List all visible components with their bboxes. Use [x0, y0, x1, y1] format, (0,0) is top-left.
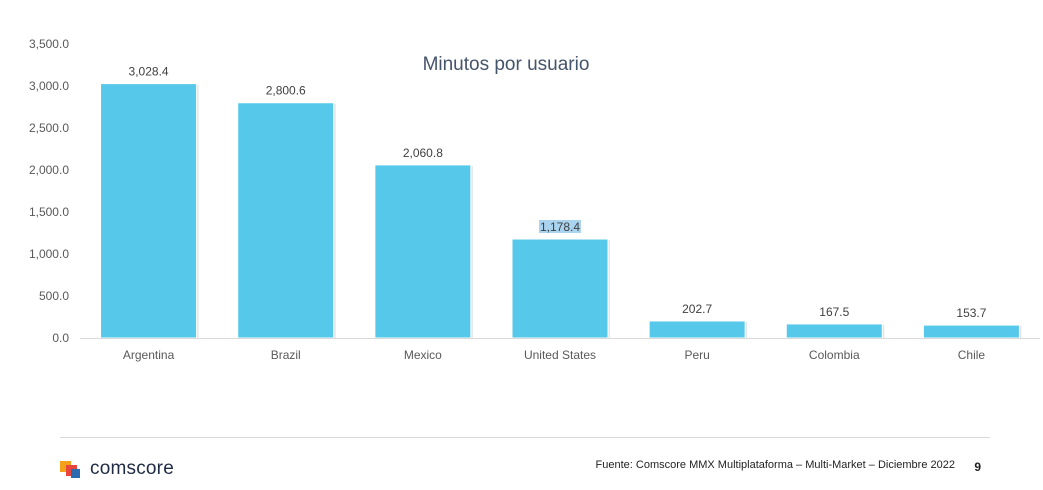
bar-brazil — [237, 102, 335, 339]
brand-name: comscore — [90, 458, 174, 479]
y-tick-label: 2,000.0 — [29, 163, 69, 177]
data-label: 153.7 — [956, 306, 986, 320]
data-label: 167.5 — [819, 305, 849, 319]
bars: 3,028.4 2,800.6 2,060.8 1,178.4 202.7 167.5 15… — [100, 65, 1022, 339]
x-tick-label: Colombia — [809, 348, 860, 362]
y-tick-label: 0.0 — [52, 331, 69, 345]
x-tick-label: Peru — [684, 348, 709, 362]
comscore-logo-icon — [60, 459, 82, 479]
x-tick-label: Argentina — [123, 348, 175, 362]
y-tick-label: 2,500.0 — [29, 121, 69, 135]
y-tick-label: 3,500.0 — [29, 37, 69, 51]
bar-mexico — [374, 164, 472, 339]
data-label: 3,028.4 — [129, 65, 169, 79]
bar-chile — [922, 324, 1020, 339]
x-tick-label: Brazil — [271, 348, 301, 362]
y-tick-label: 1,000.0 — [29, 247, 69, 261]
data-label: 202.7 — [682, 302, 712, 316]
x-tick-label: Chile — [958, 348, 986, 362]
y-tick-label: 3,000.0 — [29, 79, 69, 93]
x-tick-label: Mexico — [404, 348, 442, 362]
bar-united-states — [511, 238, 609, 339]
data-label-highlight — [539, 220, 581, 234]
data-label: 2,800.6 — [266, 84, 306, 98]
y-tick-label: 500.0 — [39, 289, 69, 303]
x-axis: Argentina Brazil Mexico United States Peru Co… — [80, 338, 1040, 362]
bar-chart: Minutos por usuario 0.0 500.0 1,000.0 1,500… — [29, 37, 1040, 362]
bar-peru — [648, 320, 746, 339]
x-tick-label: United States — [524, 348, 596, 362]
data-label: 2,060.8 — [403, 146, 443, 160]
comscore-logo: comscore — [60, 458, 174, 480]
footer-divider — [60, 437, 990, 438]
bar-argentina — [100, 83, 198, 339]
y-axis: 0.0 500.0 1,000.0 1,500.0 2,000.0 2,500.0 3,00… — [29, 37, 69, 345]
page-number: 9 — [974, 460, 981, 474]
bar-colombia — [785, 323, 883, 339]
source-note: Fuente: Comscore MMX Multiplataforma – M… — [595, 459, 955, 471]
chart-title: Minutos por usuario — [423, 54, 590, 75]
data-label: 1,178.4 — [540, 220, 580, 234]
y-tick-label: 1,500.0 — [29, 205, 69, 219]
